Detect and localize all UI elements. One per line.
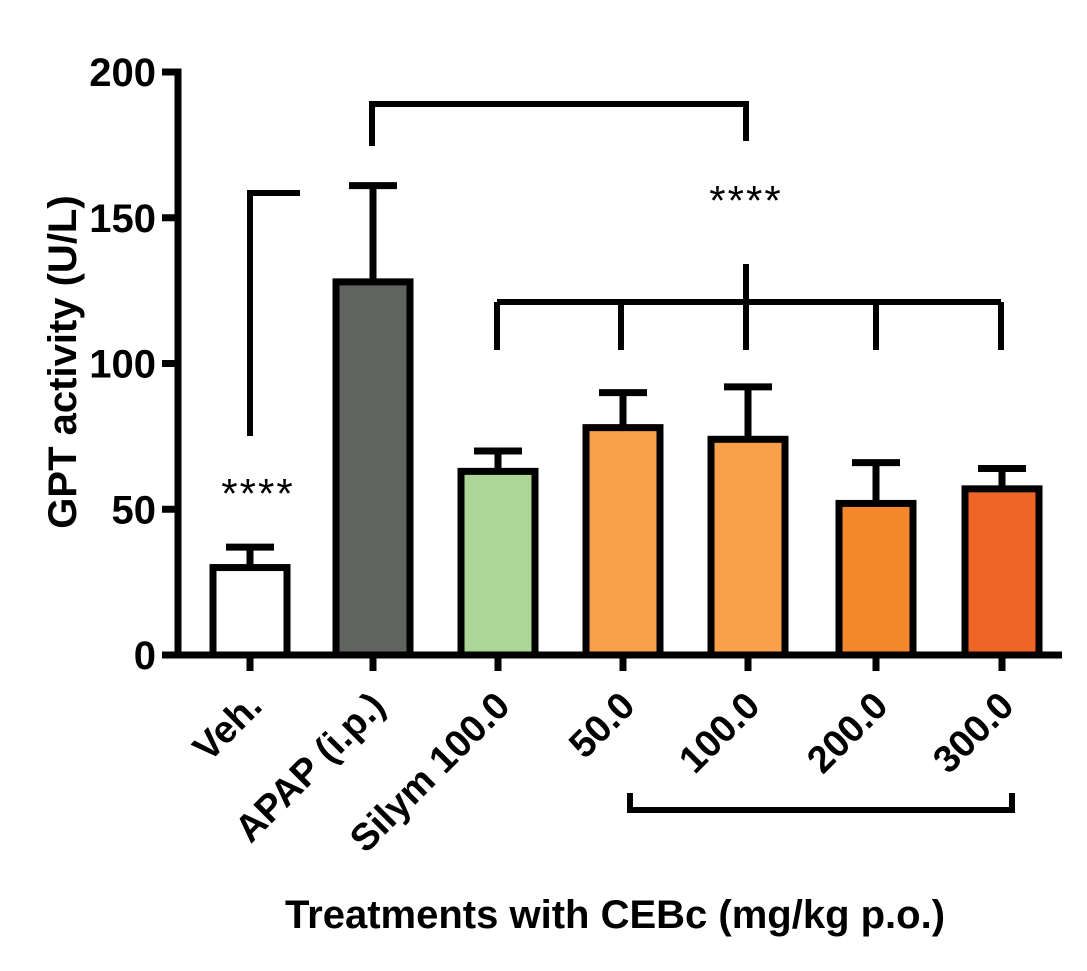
bracket-dose-group — [627, 793, 1015, 813]
bar — [332, 278, 414, 659]
y-tick-label: 100 — [89, 343, 156, 387]
bracket-veh-apap — [247, 190, 300, 436]
bar — [582, 424, 664, 659]
bar — [961, 485, 1043, 659]
y-tick-label: 150 — [89, 197, 156, 241]
bracket-apap-top — [369, 101, 749, 146]
significance-brackets — [247, 101, 1015, 813]
bar — [835, 499, 917, 659]
bar — [707, 435, 789, 659]
y-tick-label: 200 — [89, 51, 156, 95]
bar — [209, 564, 291, 659]
y-tick-label: 50 — [112, 488, 157, 532]
x-category-label: 100.0 — [671, 685, 768, 782]
bar — [457, 467, 539, 659]
sig-label-veh: **** — [221, 470, 294, 517]
x-axis-title: Treatments with CEBc (mg/kg p.o.) — [285, 893, 945, 937]
y-axis-title: GPT activity (U/L) — [41, 195, 85, 528]
sig-label-apap: **** — [709, 177, 782, 224]
x-category-label: Veh. — [185, 685, 270, 770]
x-category-label: 50.0 — [561, 685, 643, 767]
x-category-label: 300.0 — [925, 685, 1022, 782]
bars — [209, 182, 1043, 659]
x-category-label: 200.0 — [799, 685, 896, 782]
y-tick-label: 0 — [134, 634, 156, 678]
